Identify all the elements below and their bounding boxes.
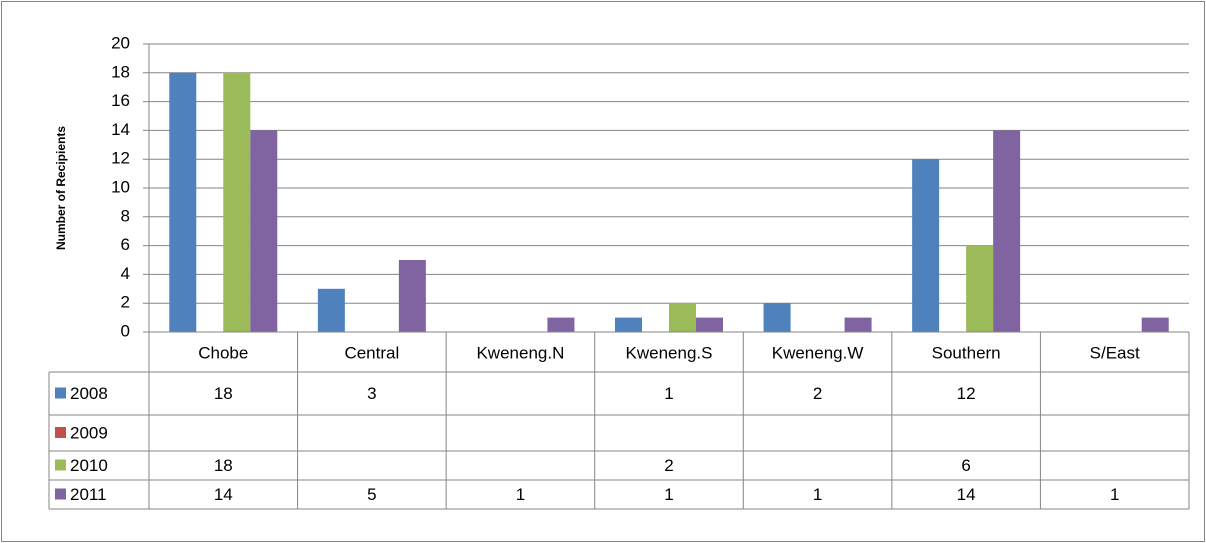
y-tick-label: 0	[121, 321, 130, 340]
table-value: 1	[664, 384, 673, 403]
bar	[1141, 317, 1169, 332]
bar	[669, 303, 696, 332]
bar	[223, 72, 251, 333]
x-tick-label: Chobe	[198, 343, 248, 362]
bar	[317, 288, 345, 332]
y-tick-label: 10	[111, 177, 130, 196]
table-value: 1	[813, 485, 822, 504]
bar	[966, 245, 994, 332]
legend-key	[55, 459, 66, 471]
table-value: 5	[367, 485, 376, 504]
x-tick-label: Southern	[932, 343, 1001, 362]
bar	[250, 130, 278, 332]
table-value: 14	[957, 485, 976, 504]
table-value: 2	[813, 384, 822, 403]
legend-label: 2009	[70, 423, 108, 442]
table-value: 1	[1110, 485, 1119, 504]
y-tick-label: 14	[111, 120, 130, 139]
legend-label: 2010	[70, 456, 108, 475]
table-value: 12	[957, 384, 976, 403]
legend-key	[55, 387, 66, 399]
bar	[912, 159, 940, 332]
table-value: 18	[214, 456, 233, 475]
bar	[615, 317, 642, 332]
y-tick-label: 20	[111, 33, 130, 52]
bar	[696, 317, 723, 332]
y-axis-label: Number of Recipients	[54, 126, 68, 250]
table-value: 14	[214, 485, 233, 504]
y-tick-label: 6	[121, 235, 130, 254]
bar	[398, 260, 426, 332]
table-value: 1	[516, 485, 525, 504]
x-tick-label: Central	[344, 343, 399, 362]
y-tick-label: 18	[111, 62, 130, 81]
y-tick-label: 2	[121, 293, 130, 312]
table-value: 1	[664, 485, 673, 504]
y-tick-label: 16	[111, 91, 130, 110]
bar	[547, 317, 575, 332]
legend-label: 2008	[70, 384, 108, 403]
bar	[763, 303, 791, 332]
bar	[169, 72, 197, 333]
table-value: 18	[214, 384, 233, 403]
legend-label: 2011	[70, 485, 107, 504]
table-value: 6	[961, 456, 970, 475]
table-value: 2	[664, 456, 673, 475]
y-tick-label: 4	[121, 264, 130, 283]
x-tick-label: Kweneng.N	[476, 343, 564, 362]
legend-key	[55, 488, 66, 500]
bar	[844, 317, 872, 332]
y-tick-label: 12	[111, 149, 130, 168]
x-tick-label: Kweneng.S	[626, 343, 713, 362]
legend-key	[55, 427, 66, 438]
table-value: 3	[367, 384, 376, 403]
x-tick-label: Kweneng.W	[772, 343, 864, 362]
y-tick-label: 8	[121, 206, 130, 225]
x-tick-label: S/East	[1090, 343, 1140, 362]
bar	[993, 130, 1021, 332]
